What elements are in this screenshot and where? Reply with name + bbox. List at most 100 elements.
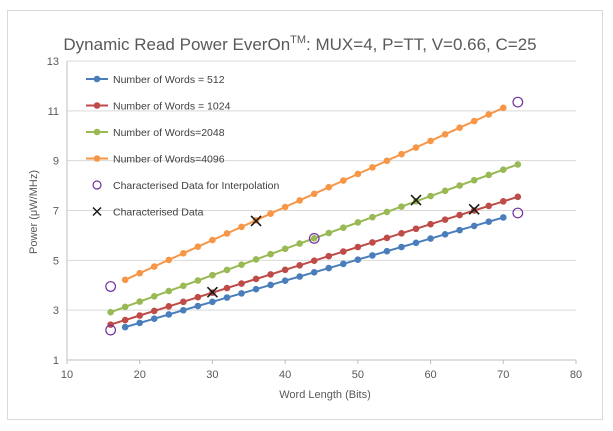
- series-1-point: [456, 226, 463, 234]
- legend-label-4: Number of Words=4096: [113, 154, 225, 166]
- series-1-point: [441, 231, 449, 238]
- y-tick-label: 1: [53, 355, 59, 367]
- series-2-point: [150, 307, 158, 315]
- legend-marker-3: [93, 128, 101, 136]
- series-2-point: [121, 316, 129, 324]
- x-tick-label: 10: [61, 369, 73, 381]
- series-2-point: [223, 284, 231, 292]
- series-4-point: [369, 164, 376, 171]
- series-1-point: [485, 218, 493, 225]
- series-4-point: [267, 210, 274, 217]
- series-3-point: [281, 245, 289, 253]
- series-3-point: [398, 203, 405, 210]
- y-tick-label: 5: [53, 255, 59, 267]
- series-3-point: [267, 250, 274, 258]
- series-3-point: [296, 240, 303, 247]
- x-tick-label: 50: [352, 369, 364, 381]
- x-axis-title: Word Length (Bits): [279, 389, 371, 401]
- series-1-point: [310, 268, 318, 276]
- series-1-point: [499, 214, 507, 221]
- characterised-point: [250, 215, 262, 227]
- series-2-point: [136, 312, 144, 319]
- series-3-point: [209, 271, 216, 279]
- series-4-point: [165, 256, 173, 264]
- series-4-point: [354, 170, 362, 178]
- series-1-point: [296, 273, 303, 280]
- characterised-point-stroke: [206, 286, 218, 298]
- series-4-point: [340, 177, 347, 184]
- series-3-point: [136, 298, 144, 305]
- series-2-point: [369, 239, 376, 246]
- legend-marker-characterised: [92, 206, 102, 217]
- series-4-point: [136, 269, 144, 277]
- series-1-point: [165, 311, 173, 318]
- x-tick-label: 80: [570, 369, 582, 381]
- series-1-point: [223, 294, 231, 301]
- chart-title-suffix: : MUX=4, P=TT, V=0.66, C=25: [306, 35, 537, 54]
- legend-label-2: Number of Words = 1024: [113, 101, 231, 113]
- series-3-point: [325, 229, 333, 237]
- x-tick-label: 40: [279, 369, 291, 381]
- series-1-point: [383, 247, 391, 255]
- legend-label-3: Number of Words=2048: [113, 127, 225, 139]
- series-4-point: [470, 117, 478, 125]
- legend-label-1: Number of Words = 512: [113, 74, 225, 86]
- y-tick-label: 11: [48, 106, 59, 118]
- x-tick-label: 30: [206, 369, 218, 381]
- series-3-point: [485, 171, 493, 179]
- series-4-point: [310, 190, 318, 198]
- series-3-point: [456, 182, 463, 189]
- series-3-point: [354, 219, 362, 226]
- series-3-point: [514, 161, 522, 168]
- series-4-point: [485, 111, 493, 118]
- series-2-point: [340, 248, 347, 255]
- chart-title: Dynamic Read Power EverOnTM: MUX=4, P=TT…: [63, 34, 536, 54]
- series-2-point: [412, 225, 420, 233]
- series-2-point: [485, 202, 493, 210]
- chart-title-superscript: TM: [290, 34, 306, 46]
- series-3-point: [427, 192, 434, 200]
- characterised-point-stroke: [468, 203, 480, 215]
- interpolation-point: [105, 281, 117, 292]
- series-4-point: [238, 223, 245, 231]
- series-2-point: [456, 211, 463, 219]
- series-3-point: [252, 256, 260, 263]
- characterised-point: [410, 194, 422, 206]
- series-1-point: [150, 315, 158, 322]
- series-3-point: [412, 198, 420, 205]
- interpolation-point: [308, 233, 320, 244]
- series-2-point: [165, 303, 173, 310]
- series-2-point: [267, 271, 274, 278]
- interpolation-point: [512, 207, 524, 219]
- series-3-point: [107, 308, 114, 316]
- y-tick-label: 3: [53, 305, 59, 317]
- series-2-point: [441, 216, 449, 223]
- series-2-point: [107, 321, 114, 328]
- series-2-point: [499, 198, 507, 205]
- series-2-point: [514, 193, 522, 201]
- series-1-point: [252, 285, 260, 293]
- series-4-point: [194, 243, 202, 251]
- series-2-point: [296, 261, 303, 269]
- interpolation-point: [512, 96, 524, 108]
- series-2-point: [325, 252, 333, 260]
- series-4-point: [325, 183, 333, 191]
- series-4-point: [398, 150, 405, 158]
- series-4-point: [296, 197, 303, 204]
- series-1-point: [209, 298, 216, 306]
- series-1-point: [398, 243, 405, 251]
- series-2-point: [194, 293, 202, 301]
- series-3-point: [369, 213, 376, 221]
- legend-marker-4: [93, 155, 101, 162]
- series-1-point: [325, 264, 333, 272]
- chart-title-main: Dynamic Read Power EverOn: [63, 35, 290, 54]
- series-3-point: [165, 287, 173, 295]
- series-3-point: [150, 293, 158, 300]
- series-1-point: [412, 239, 420, 247]
- characterised-point-stroke: [410, 194, 422, 206]
- series-1-point: [238, 290, 245, 297]
- y-tick-label: 7: [53, 206, 59, 218]
- series-1-point: [180, 306, 187, 314]
- series-1-point: [136, 319, 144, 327]
